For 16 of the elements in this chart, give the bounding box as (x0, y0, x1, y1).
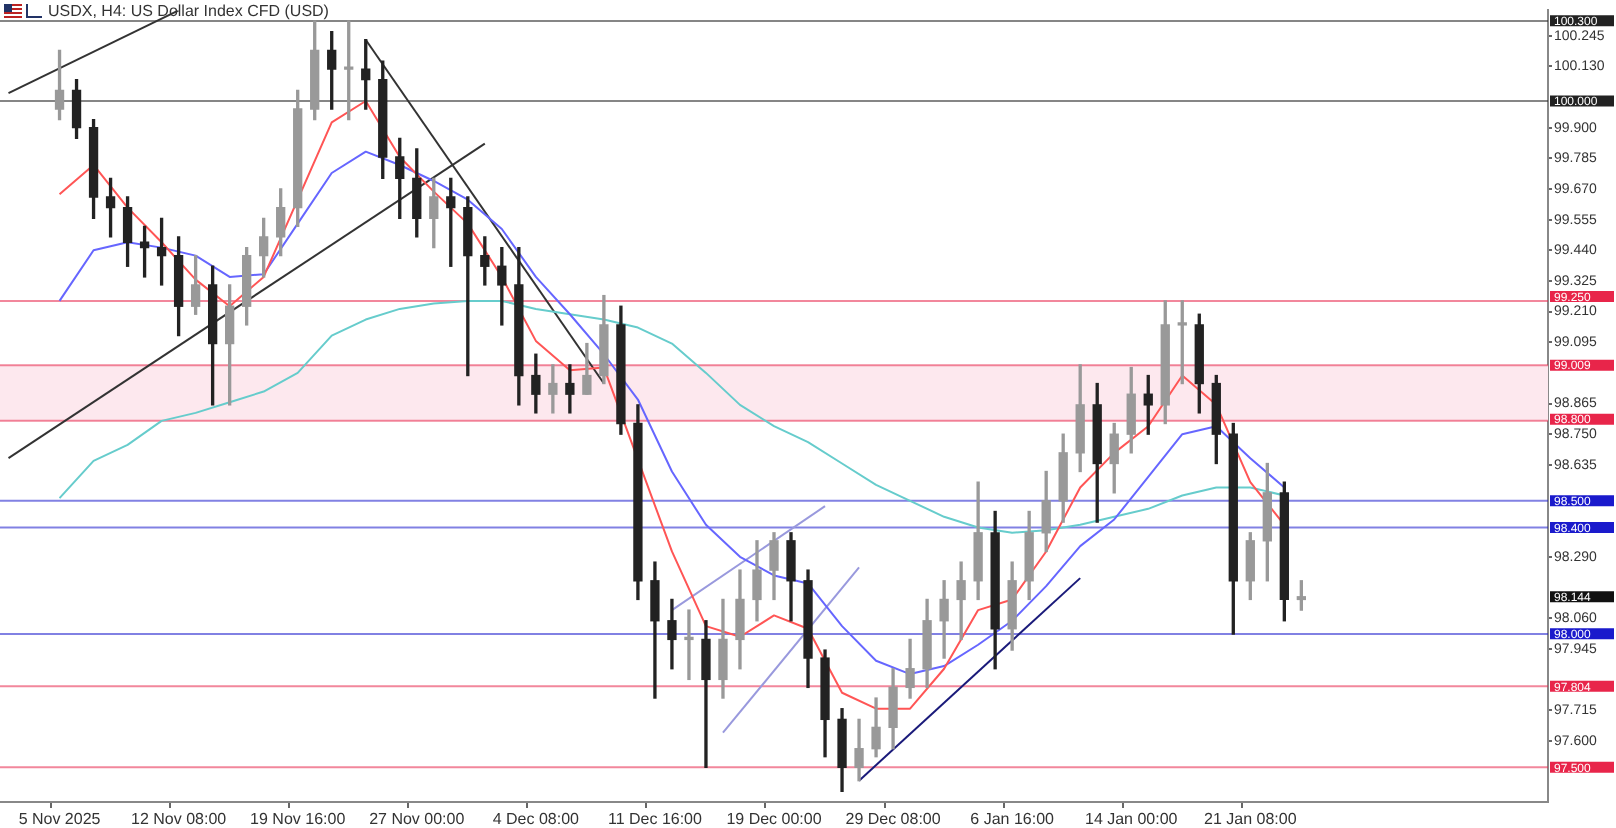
x-tick-label: 14 Jan 00:00 (1084, 810, 1179, 828)
x-tick-label: 5 Nov 2025 (18, 810, 102, 828)
x-tick-label: 19 Dec 00:00 (726, 810, 823, 828)
candlestick (956, 561, 966, 641)
x-tick-label: 27 Nov 00:00 (369, 810, 466, 828)
candlestick (565, 364, 575, 414)
x-tick-label: 19 Nov 16:00 (250, 810, 347, 828)
x-tick-label: 21 Jan 08:00 (1204, 810, 1298, 828)
x-tick-label: 6 Jan 16:00 (970, 810, 1056, 828)
x-tick-label: 12 Nov 08:00 (131, 810, 228, 828)
candlestick (684, 609, 694, 681)
x-tick-label: 4 Dec 08:00 (492, 810, 581, 828)
candlestick (548, 364, 558, 414)
x-tick-label: 29 Dec 08:00 (845, 810, 942, 828)
chart-title: USDX, H4: US Dollar Index CFD (USD) (48, 2, 329, 20)
x-tick-label: 11 Dec 16:00 (607, 810, 704, 828)
